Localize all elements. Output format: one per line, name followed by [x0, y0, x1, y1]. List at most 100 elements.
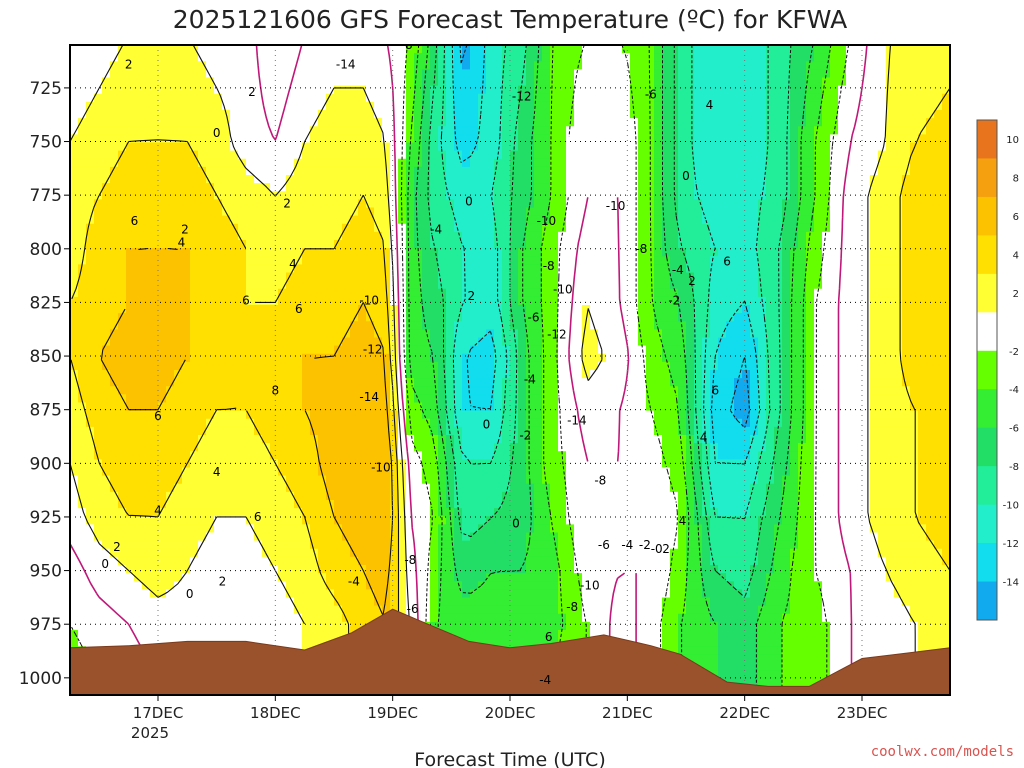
field-cell: [470, 199, 479, 209]
field-cell: [422, 345, 431, 355]
field-cell: [406, 597, 415, 607]
field-cell: [358, 110, 367, 119]
field-cell: [390, 158, 399, 168]
field-cell: [470, 248, 479, 257]
field-cell: [510, 556, 519, 566]
field-cell: [478, 272, 487, 282]
field-cell: [334, 605, 343, 615]
field-cell: [534, 345, 543, 355]
field-cell: [318, 532, 327, 542]
field-cell: [542, 191, 551, 200]
field-cell: [510, 491, 519, 501]
field-cell: [398, 150, 407, 160]
field-cell: [182, 605, 191, 615]
field-cell: [118, 77, 127, 87]
field-cell: [366, 296, 375, 306]
field-cell: [358, 313, 367, 322]
field-cell: [286, 118, 295, 127]
field-cell: [174, 410, 183, 420]
field-cell: [534, 353, 543, 363]
field-cell: [374, 581, 383, 590]
field-cell: [358, 296, 367, 306]
field-cell: [526, 435, 535, 444]
field-cell: [342, 605, 351, 615]
field-cell: [134, 475, 143, 485]
field-cell: [142, 353, 151, 363]
field-cell: [446, 548, 455, 558]
field-cell: [102, 508, 111, 517]
field-cell: [374, 386, 383, 395]
field-cell: [510, 215, 519, 225]
field-cell: [518, 126, 527, 135]
field-cell: [494, 597, 503, 607]
field-cell: [222, 248, 231, 257]
field-cell: [70, 166, 79, 176]
field-cell: [238, 118, 247, 127]
field-cell: [326, 589, 335, 599]
field-cell: [150, 215, 159, 225]
field-cell: [206, 264, 215, 274]
field-cell: [262, 613, 271, 623]
field-cell: [158, 556, 167, 566]
field-cell: [358, 532, 367, 542]
field-cell: [286, 613, 295, 623]
field-cell: [238, 61, 247, 70]
field-cell: [454, 451, 463, 460]
field-cell: [86, 256, 95, 265]
field-cell: [414, 361, 423, 371]
field-cell: [430, 370, 439, 379]
field-cell: [366, 223, 375, 233]
field-cell: [438, 386, 447, 395]
field-cell: [326, 418, 335, 428]
field-cell: [166, 467, 175, 477]
field-cell: [294, 150, 303, 160]
field-cell: [430, 53, 439, 62]
field-cell: [470, 110, 479, 119]
field-cell: [446, 101, 455, 111]
field-cell: [510, 321, 519, 330]
field-cell: [142, 524, 151, 534]
field-cell: [462, 410, 471, 420]
field-cell: [558, 613, 567, 623]
field-cell: [86, 240, 95, 249]
field-cell: [438, 532, 447, 542]
field-cell: [406, 313, 415, 322]
field-cell: [94, 638, 103, 647]
field-cell: [406, 475, 415, 485]
field-cell: [182, 516, 191, 525]
field-cell: [302, 548, 311, 558]
field-cell: [134, 565, 143, 574]
field-cell: [438, 305, 447, 314]
field-cell: [270, 329, 279, 339]
field-cell: [102, 199, 111, 209]
field-cell: [334, 175, 343, 184]
field-cell: [318, 199, 327, 209]
field-cell: [326, 443, 335, 452]
field-cell: [518, 613, 527, 623]
field-cell: [334, 223, 343, 233]
field-cell: [534, 264, 543, 274]
field-cell: [182, 597, 191, 607]
field-cell: [454, 386, 463, 395]
field-cell: [446, 467, 455, 477]
field-cell: [166, 110, 175, 119]
field-cell: [550, 240, 559, 249]
field-cell: [494, 264, 503, 274]
field-cell: [422, 150, 431, 160]
field-cell: [254, 296, 263, 306]
field-cell: [286, 272, 295, 282]
field-cell: [190, 93, 199, 103]
field-cell: [150, 199, 159, 209]
field-cell: [318, 158, 327, 168]
field-cell: [518, 589, 527, 599]
field-cell: [550, 69, 559, 79]
field-cell: [278, 532, 287, 542]
field-cell: [510, 435, 519, 444]
field-cell: [142, 459, 151, 469]
field-cell: [382, 305, 391, 314]
field-cell: [502, 394, 511, 404]
field-cell: [110, 532, 119, 542]
field-cell: [190, 410, 199, 420]
field-cell: [542, 150, 551, 160]
field-cell: [430, 353, 439, 363]
